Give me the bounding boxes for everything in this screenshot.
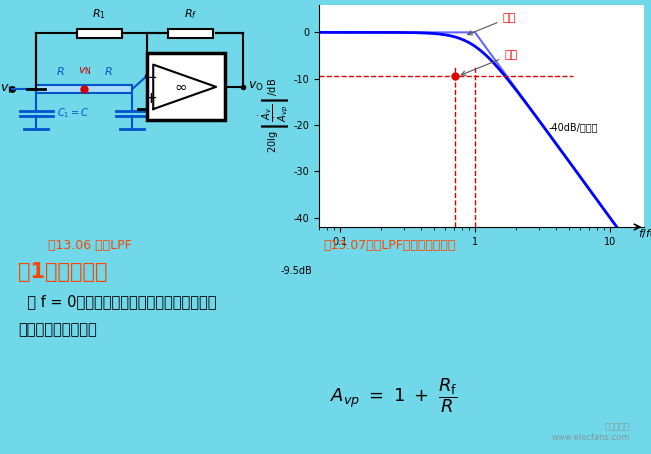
Text: 理想: 理想 [468, 13, 516, 35]
Text: 图13.06 二阶LPF: 图13.06 二阶LPF [48, 239, 132, 252]
Text: $R$: $R$ [56, 65, 64, 77]
Text: $R$: $R$ [104, 65, 113, 77]
Bar [85, 85, 132, 94]
Bar [147, 54, 225, 120]
Text: -9.5dB: -9.5dB [281, 266, 312, 276]
Text: $A_{vp}\ =\ 1\ +\ \dfrac{R_{\rm f}}{R}$: $A_{vp}\ =\ 1\ +\ \dfrac{R_{\rm f}}{R}$ [330, 376, 458, 415]
Text: $R_f$: $R_f$ [184, 7, 197, 21]
Y-axis label: $20\lg\left|\dfrac{\dot{A}_v}{\dot{A}_{vp}}\right|$/dB: $20\lg\left|\dfrac{\dot{A}_v}{\dot{A}_{v… [258, 78, 292, 153]
Text: $C_2=C$: $C_2=C$ [153, 107, 186, 120]
Text: $-$: $-$ [145, 68, 158, 83]
Text: $R_1$: $R_1$ [92, 7, 106, 21]
Text: 图13.07二阶LPF的幅频特性曲线: 图13.07二阶LPF的幅频特性曲线 [324, 239, 456, 252]
Bar [168, 29, 213, 38]
Text: （1）通带增益: （1）通带增益 [18, 262, 107, 282]
Text: 当 f = 0，或频率很低时，各电容器可视为开: 当 f = 0，或频率很低时，各电容器可视为开 [18, 294, 217, 309]
Text: 路，通带内的增益为: 路，通带内的增益为 [18, 322, 97, 337]
Text: 实际: 实际 [461, 50, 518, 75]
Bar [77, 29, 122, 38]
Text: $f/f_0$: $f/f_0$ [637, 227, 651, 241]
Text: $C_1=C$: $C_1=C$ [57, 107, 90, 120]
Text: $v_{\rm N}$: $v_{\rm N}$ [77, 65, 91, 77]
Bar [36, 85, 85, 94]
Text: $v_{\rm O}$: $v_{\rm O}$ [247, 80, 264, 94]
Text: $+$: $+$ [145, 91, 158, 106]
Text: 电子发烧友
www.elecfans.com: 电子发烧友 www.elecfans.com [551, 423, 630, 442]
Text: -40dB/十倍频: -40dB/十倍频 [548, 122, 598, 132]
Text: $v_{\rm I}$: $v_{\rm I}$ [0, 83, 11, 96]
Text: $\infty$: $\infty$ [174, 79, 187, 94]
